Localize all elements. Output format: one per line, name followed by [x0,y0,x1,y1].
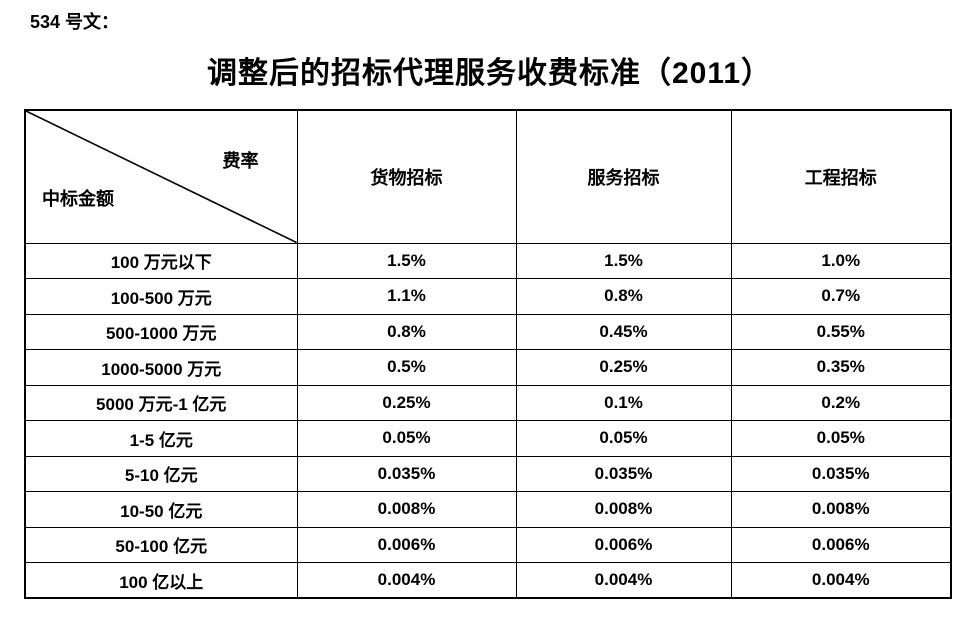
cell-value: 0.05% [730,420,952,457]
cell-value: 0.7% [730,278,952,315]
cell-value: 0.035% [730,455,952,492]
row-label: 100 亿以上 [24,562,298,599]
table-row: 1-5 亿元 0.05% 0.05% 0.05% [24,420,952,457]
table-row: 100-500 万元 1.1% 0.8% 0.7% [24,278,952,315]
cell-value: 0.8% [515,278,732,315]
cell-value: 0.1% [515,384,732,421]
cell-value: 0.006% [515,526,732,563]
column-header-goods: 货物招标 [296,109,517,244]
table-row: 5000 万元-1 亿元 0.25% 0.1% 0.2% [24,384,952,421]
table-row: 100 亿以上 0.004% 0.004% 0.004% [24,562,952,599]
row-label: 1-5 亿元 [24,420,298,457]
cell-value: 0.004% [730,562,952,599]
cell-value: 0.035% [515,455,732,492]
cell-value: 0.004% [515,562,732,599]
cell-value: 0.35% [730,349,952,386]
cell-value: 1.5% [515,242,732,279]
doc-number-label: 534 号文： [30,12,120,32]
cell-value: 0.006% [730,526,952,563]
table-row: 50-100 亿元 0.006% 0.006% 0.006% [24,526,952,563]
row-label: 5-10 亿元 [24,455,298,492]
corner-label-bid-amount: 中标金额 [42,188,114,209]
cell-value: 0.008% [515,491,732,528]
row-label: 50-100 亿元 [24,526,298,563]
cell-value: 0.05% [296,420,517,457]
table-header-row: 费率 中标金额 货物招标 服务招标 工程招标 [24,109,952,244]
cell-value: 0.25% [515,349,732,386]
table-row: 5-10 亿元 0.035% 0.035% 0.035% [24,455,952,492]
cell-value: 1.5% [296,242,517,279]
row-label: 10-50 亿元 [24,491,298,528]
row-label: 500-1000 万元 [24,313,298,350]
page-title: 调整后的招标代理服务收费标准（2011） [206,57,773,90]
fee-rate-table: 费率 中标金额 货物招标 服务招标 工程招标 100 万元以下 1.5% 1.5… [24,109,952,599]
cell-value: 1.0% [730,242,952,279]
cell-value: 0.035% [296,455,517,492]
row-label: 1000-5000 万元 [24,349,298,386]
cell-value: 0.008% [296,491,517,528]
cell-value: 0.25% [296,384,517,421]
corner-header-cell: 费率 中标金额 [24,109,298,244]
diagonal-divider-line [26,111,297,243]
table-row: 10-50 亿元 0.008% 0.008% 0.008% [24,491,952,528]
table-row: 100 万元以下 1.5% 1.5% 1.0% [24,242,952,279]
cell-value: 0.008% [730,491,952,528]
cell-value: 0.5% [296,349,517,386]
column-header-services: 服务招标 [515,109,732,244]
cell-value: 0.45% [515,313,732,350]
row-label: 100 万元以下 [24,242,298,279]
cell-value: 0.8% [296,313,517,350]
cell-value: 0.55% [730,313,952,350]
cell-value: 0.05% [515,420,732,457]
row-label: 5000 万元-1 亿元 [24,384,298,421]
corner-label-fee-rate: 费率 [222,151,259,171]
table-row: 500-1000 万元 0.8% 0.45% 0.55% [24,313,952,350]
cell-value: 0.004% [296,562,517,599]
column-header-engineering: 工程招标 [730,109,952,244]
cell-value: 1.1% [296,278,517,315]
cell-value: 0.006% [296,526,517,563]
cell-value: 0.2% [730,384,952,421]
row-label: 100-500 万元 [24,278,298,315]
table-row: 1000-5000 万元 0.5% 0.25% 0.35% [24,349,952,386]
